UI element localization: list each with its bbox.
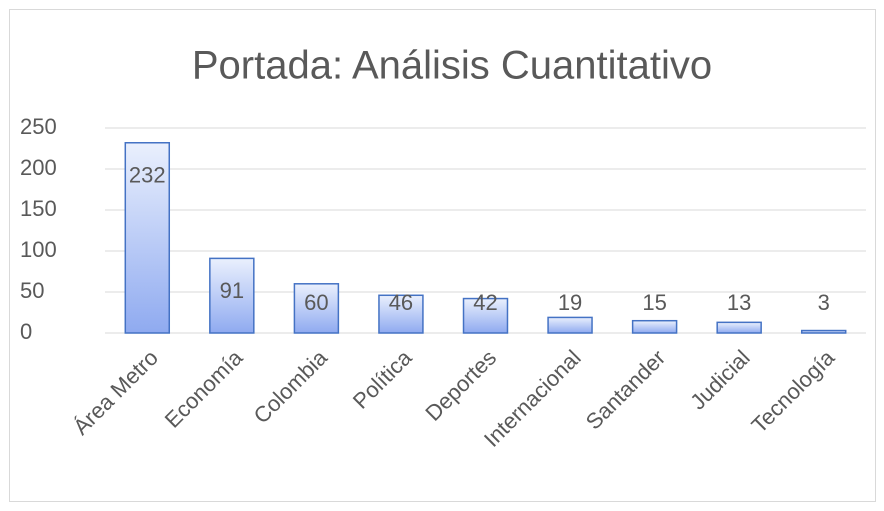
bar	[800, 329, 847, 334]
y-tick-label: 200	[20, 155, 57, 180]
y-tick-label: 250	[20, 114, 57, 139]
data-label: 19	[558, 290, 582, 315]
bar	[293, 283, 340, 334]
data-label: 3	[818, 290, 830, 315]
bar	[378, 294, 424, 334]
data-label: 42	[473, 290, 497, 315]
y-tick-label: 50	[20, 278, 44, 303]
data-label: 91	[220, 278, 244, 303]
data-label: 60	[304, 290, 328, 315]
bar	[547, 316, 593, 334]
data-label: 13	[727, 290, 751, 315]
data-label: 46	[389, 290, 413, 315]
bar	[462, 297, 509, 334]
chart-title: Portada: Análisis Cuantitativo	[192, 44, 712, 88]
bar	[209, 257, 255, 334]
y-tick-label: 150	[20, 196, 57, 221]
y-tick-label: 0	[20, 319, 32, 344]
bar	[631, 319, 678, 334]
y-tick-label: 100	[20, 237, 57, 262]
bar	[716, 321, 762, 334]
bar	[124, 142, 171, 334]
data-label: 15	[642, 290, 666, 315]
data-label: 232	[129, 163, 166, 188]
